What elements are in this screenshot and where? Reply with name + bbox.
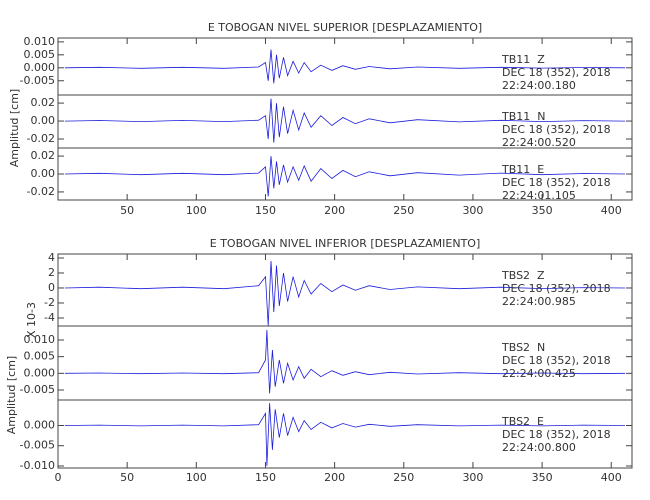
y-tick-label: -0.005	[20, 74, 55, 87]
y-tick-label: -0.010	[20, 459, 55, 472]
x-tick-label: 200	[324, 471, 345, 484]
x-tick-label: 150	[255, 204, 276, 217]
annotation: 22:24:00.425	[502, 367, 576, 380]
trace	[64, 49, 626, 84]
trace	[64, 403, 626, 467]
x-tick-label: 0	[55, 471, 62, 484]
y-tick-label: 0.000	[24, 419, 56, 432]
y-tick-label: -0.02	[27, 132, 55, 145]
trace	[64, 156, 626, 197]
panel-frame	[57, 399, 633, 469]
y-scale-label: X 10-3	[25, 302, 38, 338]
annotation: TBS2 E	[501, 415, 544, 428]
chart-title: E TOBOGAN NIVEL INFERIOR [DESPLAZAMIENTO…	[210, 237, 481, 250]
y-tick-label: 0.00	[31, 114, 56, 127]
x-tick-label: 400	[601, 471, 622, 484]
chart-title: E TOBOGAN NIVEL SUPERIOR [DESPLAZAMIENTO…	[208, 21, 482, 34]
y-tick-label: 0.000	[24, 366, 56, 379]
annotation: 22:24:00.180	[502, 79, 576, 92]
trace	[64, 260, 626, 326]
annotation: DEC 18 (352), 2018	[502, 282, 611, 295]
annotation: TB11 E	[501, 163, 544, 176]
y-tick-label: 0.00	[31, 167, 56, 180]
annotation: 22:24:00.800	[502, 441, 576, 454]
y-axis-label: Amplitud [cm]	[8, 89, 21, 167]
annotation: 22:24:01.105	[502, 189, 576, 202]
y-tick-label: 0.010	[24, 35, 56, 48]
y-tick-label: 0.000	[24, 61, 56, 74]
x-tick-label: 400	[601, 204, 622, 217]
x-tick-label: 50	[120, 471, 134, 484]
y-tick-label: -0.005	[20, 383, 55, 396]
trace	[64, 98, 626, 143]
annotation: DEC 18 (352), 2018	[502, 123, 611, 136]
x-tick-label: 100	[186, 204, 207, 217]
y-tick-label: 0.02	[31, 149, 56, 162]
y-tick-label: 2	[48, 266, 55, 279]
x-tick-label: 350	[532, 204, 553, 217]
trace	[64, 329, 626, 394]
annotation: TB11 N	[501, 110, 545, 123]
annotation: TBS2 Z	[501, 269, 545, 282]
y-tick-label: -0.02	[27, 185, 55, 198]
y-tick-label: 0.010	[24, 333, 56, 346]
y-tick-label: -2	[44, 296, 55, 309]
annotation: 22:24:00.985	[502, 295, 576, 308]
annotation: DEC 18 (352), 2018	[502, 66, 611, 79]
y-axis-label: Amplitud [cm]	[5, 356, 18, 434]
y-tick-label: 0	[48, 281, 55, 294]
annotation: DEC 18 (352), 2018	[502, 354, 611, 367]
x-tick-label: 50	[120, 204, 134, 217]
y-tick-label: 4	[48, 251, 55, 264]
annotation: TB11 Z	[501, 53, 545, 66]
x-tick-label: 300	[462, 471, 483, 484]
x-tick-label: 200	[324, 204, 345, 217]
annotation: DEC 18 (352), 2018	[502, 176, 611, 189]
x-tick-label: 250	[393, 204, 414, 217]
annotation: DEC 18 (352), 2018	[502, 428, 611, 441]
x-tick-label: 350	[532, 471, 553, 484]
y-tick-label: 0.02	[31, 96, 56, 109]
annotation: 22:24:00.520	[502, 136, 576, 149]
y-tick-label: 0.005	[24, 48, 56, 61]
x-tick-label: 250	[393, 471, 414, 484]
x-tick-label: 300	[462, 204, 483, 217]
y-tick-label: -0.005	[20, 439, 55, 452]
x-tick-label: 150	[255, 471, 276, 484]
x-tick-label: 100	[186, 471, 207, 484]
annotation: TBS2 N	[501, 341, 545, 354]
y-tick-label: -4	[44, 311, 55, 324]
y-tick-label: 0.005	[24, 350, 56, 363]
